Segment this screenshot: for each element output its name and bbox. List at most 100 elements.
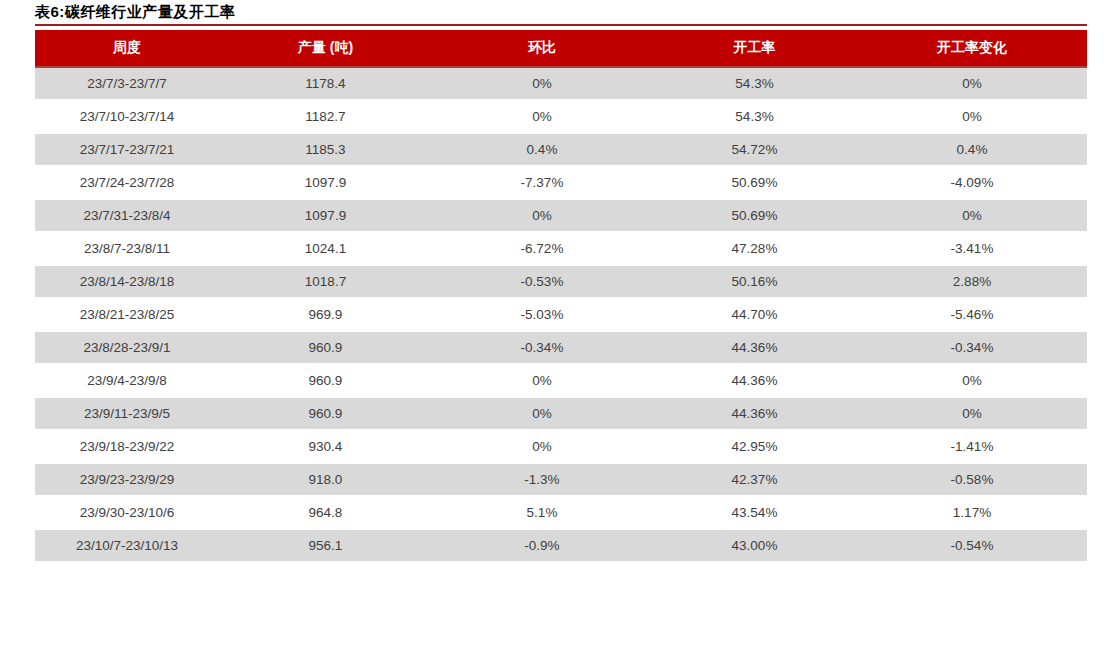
table-cell: 23/7/10-23/7/14 xyxy=(35,101,219,134)
table-cell: 23/8/7-23/8/11 xyxy=(35,233,219,266)
table-row: 23/8/21-23/8/25969.9-5.03%44.70%-5.46% xyxy=(35,299,1087,332)
table-cell: -6.72% xyxy=(432,233,652,266)
table-cell: 23/7/3-23/7/7 xyxy=(35,68,219,101)
production-rate-table: 周度 产量 (吨) 环比 开工率 开工率变化 23/7/3-23/7/71178… xyxy=(35,30,1087,563)
table-cell: 0% xyxy=(432,101,652,134)
table-header: 周度 产量 (吨) 环比 开工率 开工率变化 xyxy=(35,30,1087,68)
table-cell: 42.37% xyxy=(652,464,857,497)
table-cell: 44.36% xyxy=(652,398,857,431)
table-cell: 1018.7 xyxy=(219,266,432,299)
table-cell: 54.3% xyxy=(652,68,857,101)
table-cell: 23/8/14-23/8/18 xyxy=(35,266,219,299)
table-cell: 0% xyxy=(432,431,652,464)
table-cell: 0% xyxy=(432,365,652,398)
table-cell: 956.1 xyxy=(219,530,432,563)
table-cell: 0% xyxy=(857,68,1087,101)
table-cell: 0% xyxy=(857,200,1087,233)
table-cell: 1097.9 xyxy=(219,200,432,233)
table-cell: 0% xyxy=(857,398,1087,431)
table-cell: 23/7/24-23/7/28 xyxy=(35,167,219,200)
col-header-production: 产量 (吨) xyxy=(219,30,432,68)
table-row: 23/9/30-23/10/6964.85.1%43.54%1.17% xyxy=(35,497,1087,530)
table-cell: -0.53% xyxy=(432,266,652,299)
table-cell: 44.36% xyxy=(652,365,857,398)
table-row: 23/10/7-23/10/13956.1-0.9%43.00%-0.54% xyxy=(35,530,1087,563)
table-cell: -3.41% xyxy=(857,233,1087,266)
table-cell: 23/9/23-23/9/29 xyxy=(35,464,219,497)
table-cell: 918.0 xyxy=(219,464,432,497)
table-cell: 50.69% xyxy=(652,167,857,200)
table-cell: 23/10/7-23/10/13 xyxy=(35,530,219,563)
table-cell: 42.95% xyxy=(652,431,857,464)
table-cell: 47.28% xyxy=(652,233,857,266)
col-header-operating-rate: 开工率 xyxy=(652,30,857,68)
table-row: 23/7/31-23/8/41097.90%50.69%0% xyxy=(35,200,1087,233)
table-cell: 0% xyxy=(432,68,652,101)
table-cell: 50.16% xyxy=(652,266,857,299)
table-cell: 23/9/30-23/10/6 xyxy=(35,497,219,530)
table-cell: 0% xyxy=(857,365,1087,398)
table-row: 23/7/17-23/7/211185.30.4%54.72%0.4% xyxy=(35,134,1087,167)
table-row: 23/9/18-23/9/22930.40%42.95%-1.41% xyxy=(35,431,1087,464)
col-header-week: 周度 xyxy=(35,30,219,68)
table-cell: -0.58% xyxy=(857,464,1087,497)
table-row: 23/8/7-23/8/111024.1-6.72%47.28%-3.41% xyxy=(35,233,1087,266)
table-cell: -4.09% xyxy=(857,167,1087,200)
table-row: 23/9/4-23/9/8960.90%44.36%0% xyxy=(35,365,1087,398)
table-body: 23/7/3-23/7/71178.40%54.3%0%23/7/10-23/7… xyxy=(35,68,1087,563)
table-cell: -0.34% xyxy=(857,332,1087,365)
table-cell: -1.3% xyxy=(432,464,652,497)
table-cell: 969.9 xyxy=(219,299,432,332)
table-row: 23/9/11-23/9/5960.90%44.36%0% xyxy=(35,398,1087,431)
col-header-rate-change: 开工率变化 xyxy=(857,30,1087,68)
table-cell: -0.9% xyxy=(432,530,652,563)
table-cell: 23/8/28-23/9/1 xyxy=(35,332,219,365)
table-cell: 1024.1 xyxy=(219,233,432,266)
table-row: 23/8/28-23/9/1960.9-0.34%44.36%-0.34% xyxy=(35,332,1087,365)
table-cell: 1178.4 xyxy=(219,68,432,101)
table-cell: -1.41% xyxy=(857,431,1087,464)
table-cell: 1.17% xyxy=(857,497,1087,530)
table-cell: 1185.3 xyxy=(219,134,432,167)
table-cell: 54.3% xyxy=(652,101,857,134)
table-cell: 960.9 xyxy=(219,332,432,365)
table-cell: 2.88% xyxy=(857,266,1087,299)
table-cell: -5.46% xyxy=(857,299,1087,332)
table-cell: 23/9/4-23/9/8 xyxy=(35,365,219,398)
table-cell: 23/9/11-23/9/5 xyxy=(35,398,219,431)
table-cell: -7.37% xyxy=(432,167,652,200)
table-cell: 23/8/21-23/8/25 xyxy=(35,299,219,332)
table-cell: 23/9/18-23/9/22 xyxy=(35,431,219,464)
table-row: 23/7/10-23/7/141182.70%54.3%0% xyxy=(35,101,1087,134)
table-row: 23/9/23-23/9/29918.0-1.3%42.37%-0.58% xyxy=(35,464,1087,497)
table-cell: 0.4% xyxy=(432,134,652,167)
table-cell: 43.00% xyxy=(652,530,857,563)
table-cell: 50.69% xyxy=(652,200,857,233)
report-page: 表6:碳纤维行业产量及开工率 周度 产量 (吨) 环比 开工率 开工率变化 23… xyxy=(0,0,1120,563)
table-row: 23/7/24-23/7/281097.9-7.37%50.69%-4.09% xyxy=(35,167,1087,200)
col-header-wow-change: 环比 xyxy=(432,30,652,68)
table-cell: 5.1% xyxy=(432,497,652,530)
table-cell: -0.34% xyxy=(432,332,652,365)
table-cell: 0% xyxy=(432,398,652,431)
table-cell: 964.8 xyxy=(219,497,432,530)
table-title-bar: 表6:碳纤维行业产量及开工率 xyxy=(35,3,1087,26)
table-cell: -5.03% xyxy=(432,299,652,332)
table-cell: 930.4 xyxy=(219,431,432,464)
table-cell: 44.36% xyxy=(652,332,857,365)
table-cell: -0.54% xyxy=(857,530,1087,563)
table-cell: 23/7/31-23/8/4 xyxy=(35,200,219,233)
table-cell: 960.9 xyxy=(219,398,432,431)
table-header-row: 周度 产量 (吨) 环比 开工率 开工率变化 xyxy=(35,30,1087,68)
table-cell: 1182.7 xyxy=(219,101,432,134)
table-cell: 23/7/17-23/7/21 xyxy=(35,134,219,167)
table-cell: 54.72% xyxy=(652,134,857,167)
table-row: 23/8/14-23/8/181018.7-0.53%50.16%2.88% xyxy=(35,266,1087,299)
table-row: 23/7/3-23/7/71178.40%54.3%0% xyxy=(35,68,1087,101)
table-cell: 0% xyxy=(432,200,652,233)
table-title: 表6:碳纤维行业产量及开工率 xyxy=(35,3,235,20)
table-cell: 1097.9 xyxy=(219,167,432,200)
table-cell: 0.4% xyxy=(857,134,1087,167)
table-cell: 44.70% xyxy=(652,299,857,332)
table-cell: 43.54% xyxy=(652,497,857,530)
